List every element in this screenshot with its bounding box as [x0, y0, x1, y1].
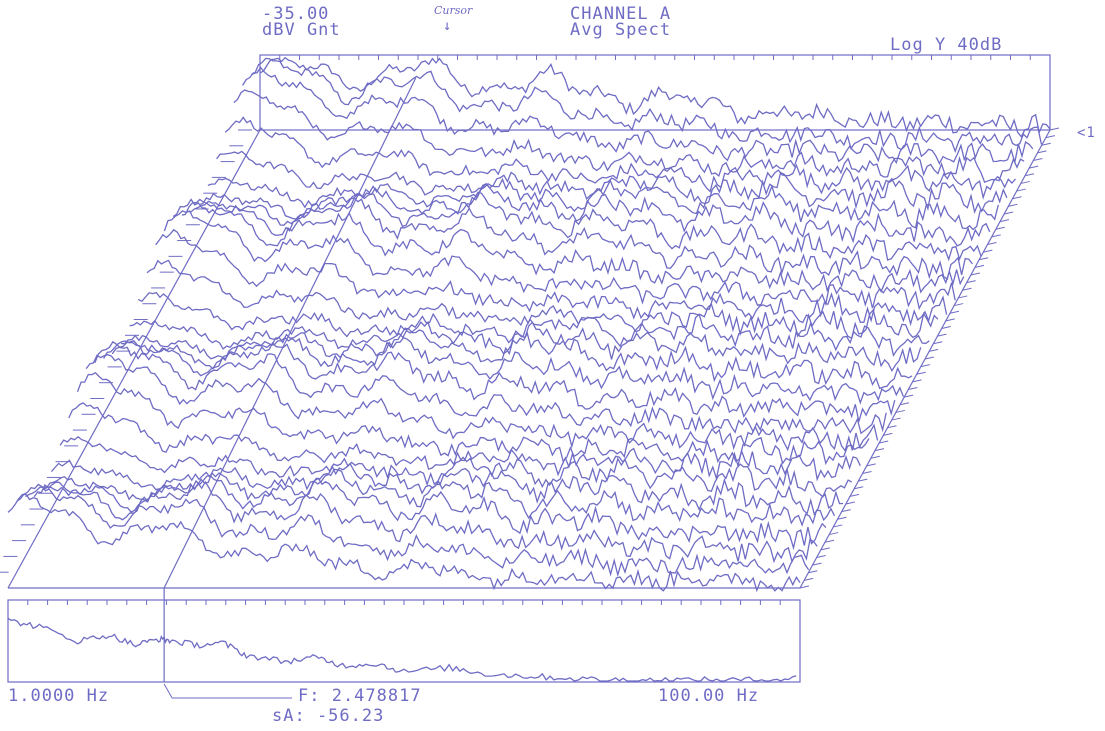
cursor-handwritten-note: Cursor: [434, 4, 472, 17]
waterfall-trace: [104, 341, 895, 422]
waterfall-trace: [25, 482, 817, 562]
start-frequency-label: 1.0000 Hz: [8, 688, 109, 705]
waterfall-trace: [173, 199, 964, 292]
measurement-label: Avg Spect: [570, 22, 671, 39]
side-marker: <1: [1077, 125, 1096, 142]
cursor-line: [164, 78, 416, 588]
waterfall-trace: [260, 58, 1050, 137]
waterfall-trace: [156, 230, 947, 324]
front-spectrum-trace: [8, 618, 796, 681]
scale-label: Log Y 40dB: [890, 37, 1002, 54]
waterfall-trace: [69, 403, 861, 479]
waterfall-trace: [225, 117, 1015, 197]
reference-units: dBV Gnt: [262, 22, 341, 39]
depth-tick-mark: [1050, 128, 1059, 130]
cursor-frequency-readout: F: 2.478817: [298, 688, 422, 705]
cursor-leader-line: [164, 684, 292, 698]
stop-frequency-label: 100.00 Hz: [658, 688, 759, 705]
cursor-arrow-icon: ↓: [443, 18, 452, 35]
cursor-value-readout: sA: -56.23: [272, 708, 384, 725]
waterfall-trace: [243, 68, 1033, 164]
waterfall-trace: [251, 58, 1041, 151]
waterfall-trace: [8, 494, 800, 591]
